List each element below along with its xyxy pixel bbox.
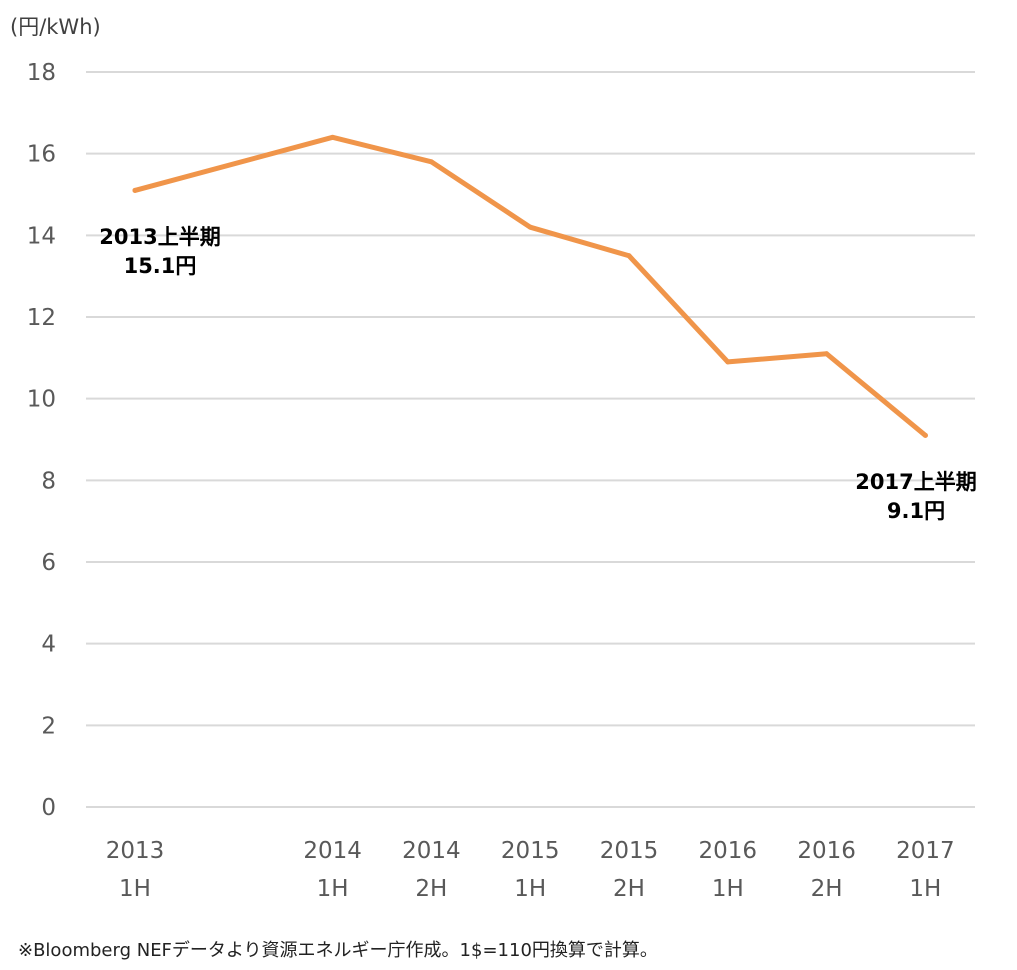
x-tick-label-half: 2H bbox=[415, 876, 447, 902]
x-tick-label-year: 2017 bbox=[896, 838, 955, 864]
x-tick-label-half: 1H bbox=[909, 876, 941, 902]
y-tick-label: 2 bbox=[41, 713, 56, 739]
x-tick-label-year: 2016 bbox=[797, 838, 856, 864]
y-tick-label: 0 bbox=[41, 795, 56, 821]
y-tick-label: 6 bbox=[41, 550, 56, 576]
data-label: 2013上半期 bbox=[99, 225, 220, 249]
y-tick-label: 18 bbox=[27, 60, 56, 86]
x-tick-label-year: 2015 bbox=[600, 838, 659, 864]
x-tick-label-half: 1H bbox=[119, 876, 151, 902]
data-point bbox=[626, 253, 632, 259]
x-tick-label-half: 1H bbox=[712, 876, 744, 902]
y-tick-label: 8 bbox=[41, 468, 56, 494]
x-tick-label-year: 2015 bbox=[501, 838, 560, 864]
data-point bbox=[725, 359, 731, 365]
x-tick-label-half: 1H bbox=[317, 876, 349, 902]
y-axis-ticks: 0 2 4 6 8 10 12 14 16 18 bbox=[27, 60, 56, 821]
y-tick-label: 12 bbox=[27, 305, 56, 331]
data-point bbox=[824, 351, 830, 357]
series-lines bbox=[132, 134, 928, 438]
data-point bbox=[428, 159, 434, 165]
x-tick-label-half: 2H bbox=[613, 876, 645, 902]
data-point bbox=[922, 432, 928, 438]
line-chart: (円/kWh) 0 2 4 6 8 10 12 14 16 18 2013 1H 2014 1H 2014… bbox=[10, 15, 977, 902]
x-tick-label-year: 2014 bbox=[303, 838, 362, 864]
x-tick-label-year: 2014 bbox=[402, 838, 461, 864]
data-label: 15.1円 bbox=[124, 254, 197, 278]
y-tick-label: 14 bbox=[27, 223, 56, 249]
data-label: 2017上半期 bbox=[855, 470, 976, 494]
data-point bbox=[330, 134, 336, 140]
footnote: ※Bloomberg NEFデータより資源エネルギー庁作成。1$=110円換算で… bbox=[18, 940, 658, 961]
y-unit-label: (円/kWh) bbox=[10, 15, 101, 39]
y-tick-label: 4 bbox=[41, 632, 56, 658]
data-point bbox=[527, 224, 533, 230]
x-tick-label-year: 2013 bbox=[106, 838, 165, 864]
series-line-0 bbox=[132, 134, 928, 438]
data-point bbox=[132, 187, 138, 193]
y-tick-label: 16 bbox=[27, 142, 56, 168]
x-tick-label-year: 2016 bbox=[699, 838, 758, 864]
data-label: 9.1円 bbox=[887, 499, 945, 523]
x-axis-ticks: 2013 1H 2014 1H 2014 2H 2015 1H 2015 2H 2016 1H 2016… bbox=[106, 838, 955, 902]
x-tick-label-half: 1H bbox=[514, 876, 546, 902]
x-tick-label-half: 2H bbox=[811, 876, 843, 902]
y-tick-label: 10 bbox=[27, 387, 56, 413]
gridlines bbox=[86, 71, 975, 808]
annotations: 2013上半期 15.1円 2017上半期 9.1円 bbox=[99, 225, 976, 523]
